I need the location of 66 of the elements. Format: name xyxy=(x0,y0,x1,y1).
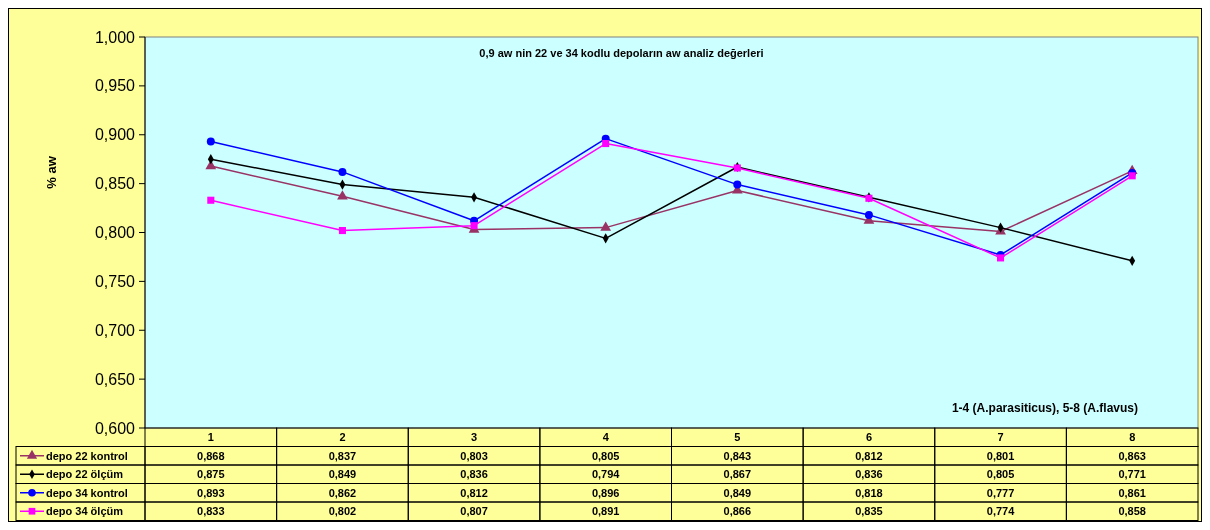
point xyxy=(338,227,346,235)
data-label: 0,868 xyxy=(197,449,225,462)
y-tick-label: 0,850 xyxy=(94,175,136,193)
data-label: 0,794 xyxy=(591,468,621,481)
data-label: 0,849 xyxy=(723,486,752,499)
point xyxy=(207,196,215,204)
data-label: 0,896 xyxy=(591,486,620,499)
y-tick-label: 0,750 xyxy=(94,272,136,290)
y-tick-label: 0,900 xyxy=(94,126,136,144)
point xyxy=(206,137,215,146)
x-tick-label: 2 xyxy=(339,431,346,444)
data-label: 0,867 xyxy=(723,468,752,481)
y-tick-label: 1,000 xyxy=(94,28,136,46)
data-label: 0,805 xyxy=(591,449,620,462)
point xyxy=(864,210,873,219)
data-label: 0,858 xyxy=(1118,505,1146,518)
point xyxy=(600,221,612,231)
data-label: 0,805 xyxy=(986,468,1015,481)
data-label: 0,771 xyxy=(1118,468,1146,481)
data-label: 0,835 xyxy=(855,505,883,518)
y-tick-label: 0,700 xyxy=(94,321,136,339)
data-label: 0,866 xyxy=(723,505,752,518)
data-label: 0,807 xyxy=(460,505,488,518)
y-axis-title: % aw xyxy=(44,155,59,189)
x-tick-label: 6 xyxy=(865,431,872,444)
data-label: 0,802 xyxy=(328,505,357,518)
y-tick-label: 0,600 xyxy=(94,419,136,437)
data-label: 0,893 xyxy=(197,486,225,499)
data-label: 0,803 xyxy=(460,449,488,462)
legend-label: depo 22 ölçüm xyxy=(46,468,124,481)
data-label: 0,818 xyxy=(855,486,883,499)
data-label: 0,836 xyxy=(855,468,883,481)
data-label: 0,774 xyxy=(986,505,1016,518)
y-tick-label: 0,650 xyxy=(94,370,136,388)
point xyxy=(1128,172,1136,180)
data-label: 0,891 xyxy=(591,505,620,518)
y-tick-label: 0,950 xyxy=(94,77,136,95)
data-label: 0,836 xyxy=(460,468,488,481)
data-label: 0,861 xyxy=(1118,486,1146,499)
legend-label: depo 34 ölçüm xyxy=(46,505,124,518)
legend-label: depo 22 kontrol xyxy=(46,449,128,462)
data-label: 0,843 xyxy=(723,449,752,462)
data-label: 0,863 xyxy=(1118,449,1146,462)
data-label: 0,812 xyxy=(460,486,488,499)
x-tick-label: 3 xyxy=(471,431,478,444)
data-label: 0,833 xyxy=(197,505,225,518)
legend-label: depo 34 kontrol xyxy=(46,486,128,499)
x-tick-label: 1 xyxy=(207,431,214,444)
x-tick-label: 4 xyxy=(602,431,610,444)
data-label: 0,801 xyxy=(986,449,1015,462)
data-label: 0,849 xyxy=(328,468,357,481)
data-label: 0,862 xyxy=(328,486,357,499)
data-label: 0,812 xyxy=(855,449,883,462)
point xyxy=(338,167,347,176)
x-tick-label: 5 xyxy=(734,431,741,444)
x-tick-label: 7 xyxy=(997,431,1004,444)
point xyxy=(602,140,610,148)
data-label: 0,777 xyxy=(986,486,1015,499)
data-label: 0,875 xyxy=(197,468,225,481)
y-tick-label: 0,800 xyxy=(94,224,136,242)
text: 0,9 aw nin 22 ve 34 kodlu depoların aw analiz değerleri xyxy=(479,47,764,59)
annotation: 1-4 (A.parasiticus), 5-8 (A.flavus) xyxy=(951,401,1138,415)
point xyxy=(337,190,348,200)
data-label: 0,837 xyxy=(328,449,357,462)
x-tick-label: 8 xyxy=(1129,431,1136,444)
point xyxy=(733,180,742,189)
